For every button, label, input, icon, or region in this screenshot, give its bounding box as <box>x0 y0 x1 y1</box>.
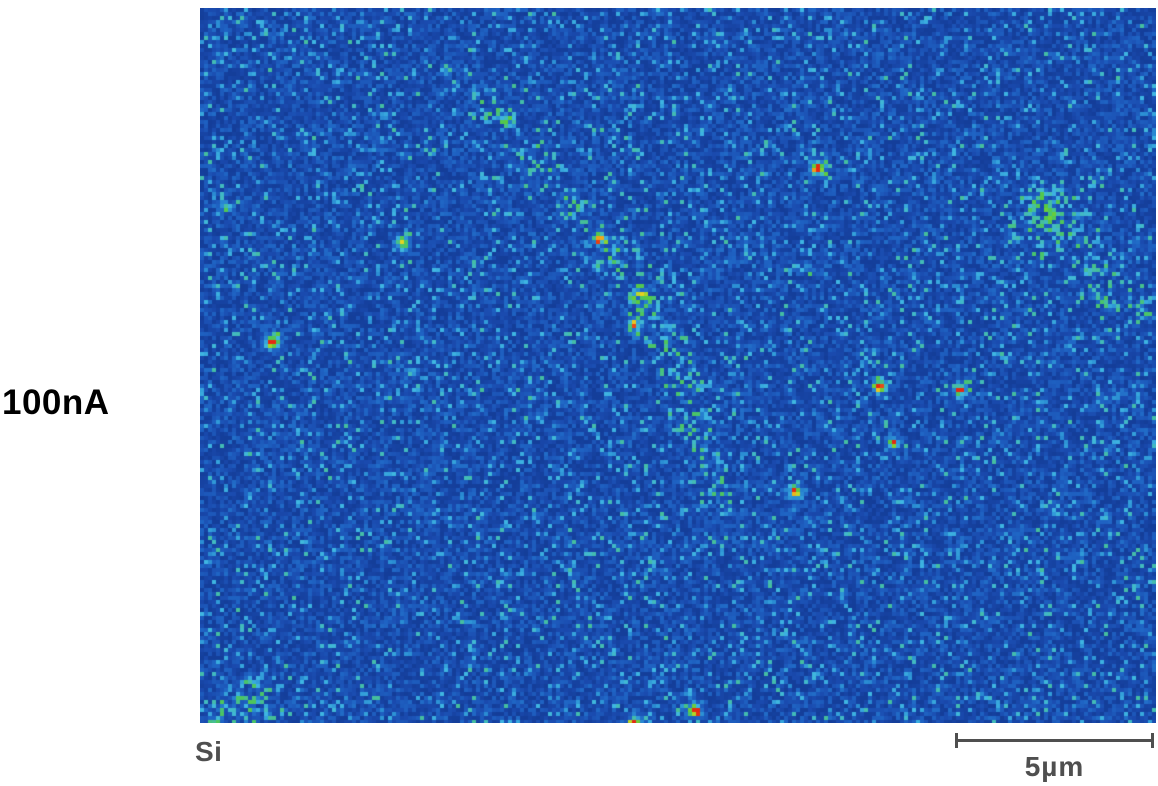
scale-bar-line <box>955 739 1154 742</box>
scale-bar-tick-left <box>955 733 958 748</box>
element-label: Si <box>195 736 223 767</box>
scale-bar-tick-right <box>1151 733 1154 748</box>
scale-label: 5µm <box>1024 751 1085 782</box>
scale-bar: 5µm <box>955 733 1154 782</box>
elemental-map <box>200 8 1156 723</box>
beam-current-label: 100nA <box>2 383 110 422</box>
